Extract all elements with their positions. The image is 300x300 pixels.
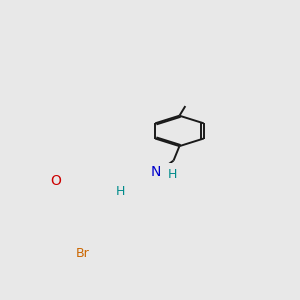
Text: H: H [116,185,125,198]
Text: H: H [167,168,177,181]
Text: N: N [151,165,161,179]
Text: O: O [50,174,61,188]
Text: Br: Br [75,247,89,260]
